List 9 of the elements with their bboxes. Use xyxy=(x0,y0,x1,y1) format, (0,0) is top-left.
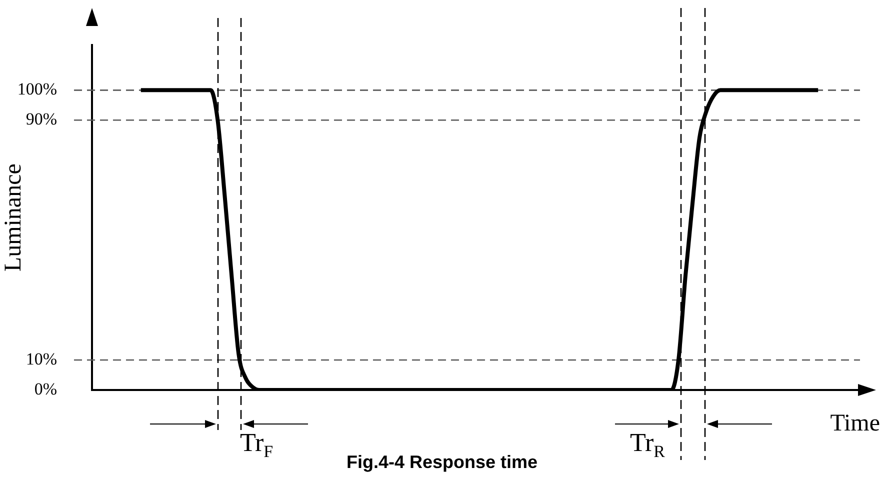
x-axis-title: Time xyxy=(830,410,880,436)
text: Fig.4-4 Response time xyxy=(346,452,538,472)
y-axis-title: Luminance xyxy=(0,164,27,272)
text: Tr$_{R}$ xyxy=(630,428,665,462)
y-tick-label: 90% xyxy=(26,110,57,129)
y-tick-label: 0% xyxy=(34,379,57,398)
text: Tr$_{F}$ xyxy=(240,428,274,462)
y-tick-label: 100% xyxy=(17,80,57,99)
y-tick-label: 10% xyxy=(26,349,57,368)
